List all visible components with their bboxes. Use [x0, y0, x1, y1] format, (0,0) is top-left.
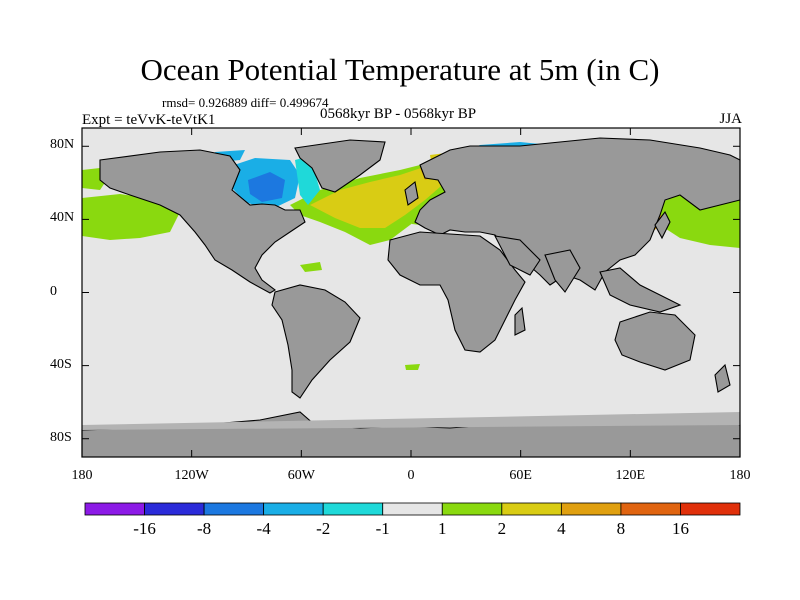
stats-text: rmsd= 0.926889 diff= 0.499674: [162, 95, 329, 110]
colorbar: [84, 502, 741, 516]
lat-tick-label: 0: [50, 283, 57, 299]
land-africa: [387, 231, 526, 353]
land-madagascar: [514, 306, 526, 336]
patch-hudson-blue: [248, 172, 285, 202]
period-label: 0568kyr BP - 0568kyr BP: [320, 106, 477, 122]
land-south-america: [271, 284, 361, 399]
map-panel: [81, 127, 741, 458]
land-masses: [81, 137, 741, 458]
colorbar-label: 8: [616, 519, 626, 538]
colorbar-label: 1: [438, 519, 447, 538]
colorbar-swatch: [620, 502, 681, 516]
patch-npacific-west: [82, 194, 180, 240]
colorbar-swatch: [560, 502, 622, 516]
lat-tick-label: 40S: [50, 356, 72, 372]
land-arabia: [494, 235, 541, 276]
lon-tick-label: 60E: [509, 468, 532, 483]
lat-tick-label: 80S: [50, 429, 72, 445]
colorbar-swatch: [263, 502, 324, 516]
land-australia: [614, 311, 696, 371]
land-antarctic-shelf: [82, 412, 740, 430]
lon-tick-label: 180: [71, 468, 93, 483]
land-north-america: [99, 149, 306, 294]
land-new-zealand: [714, 363, 731, 393]
patch-southern-small: [405, 364, 420, 370]
colorbar-label: -8: [196, 519, 212, 538]
colorbar-label: -16: [133, 519, 156, 538]
lon-tick-label: 120E: [615, 468, 646, 483]
colorbar-label: -1: [375, 519, 390, 538]
colorbar-swatch: [441, 502, 503, 516]
patch-caribbean: [300, 262, 322, 272]
lat-tick-label: 80N: [50, 137, 75, 153]
colorbar-swatch: [322, 502, 384, 516]
colorbar-label: 4: [557, 519, 566, 538]
colorbar-swatch: [680, 502, 741, 516]
land-eurasia: [414, 137, 741, 291]
lon-tick-label: 180: [729, 468, 751, 483]
colorbar-label: 2: [497, 519, 507, 538]
axis-ticks: [81, 128, 741, 457]
colorbar-swatch: [84, 502, 145, 516]
lat-tick-label: 40N: [50, 210, 75, 226]
land-japan: [654, 210, 671, 240]
lon-tick-label: 0: [407, 468, 415, 483]
colorbar-swatch: [501, 502, 562, 516]
colorbar-label: -4: [256, 519, 271, 538]
plot-title: Ocean Potential Temperature at 5m (in C): [140, 52, 660, 87]
lon-tick-label: 120W: [174, 468, 209, 483]
land-southeast-asia: [599, 267, 682, 313]
colorbar-swatch: [203, 502, 265, 516]
patch-greenland-west: [295, 156, 320, 205]
land-greenland: [294, 139, 386, 193]
lon-tick-label: 60W: [287, 468, 315, 483]
land-uk: [404, 180, 419, 206]
patch-natlantic-yellow: [310, 162, 455, 228]
colorbar-label: -2: [316, 519, 331, 538]
colorbar-label: 16: [671, 519, 689, 538]
land-india: [544, 249, 581, 293]
season-label: JJA: [719, 111, 742, 127]
experiment-label: Expt = teVvK-teVtK1: [82, 112, 216, 128]
colorbar-swatch: [382, 502, 443, 516]
colorbar-swatch: [144, 502, 205, 516]
